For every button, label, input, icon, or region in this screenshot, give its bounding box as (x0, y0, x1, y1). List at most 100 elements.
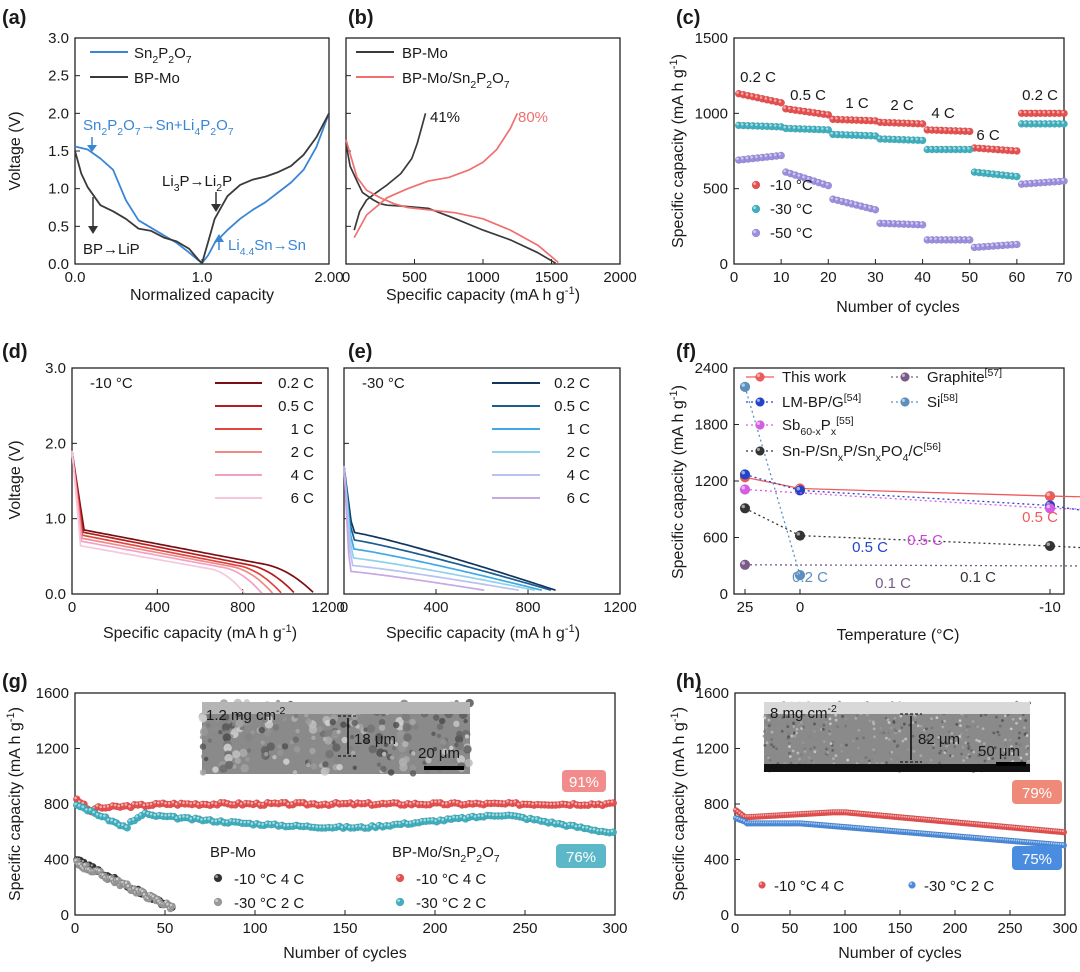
panel-h-inset-grain (872, 722, 876, 726)
panel-h-inset-grain (993, 746, 997, 750)
panel-h-inset-grain (799, 753, 803, 757)
panel-g-inset-grain (402, 723, 411, 732)
panel-g-point-m30-shine (311, 824, 315, 828)
panel-label-g: (g) (2, 671, 28, 693)
panel-g-point-m10-shine (218, 800, 221, 803)
panel-a-arrowhead-3 (88, 226, 98, 234)
panel-g-legend-marker-shine (397, 899, 400, 902)
panel-h-inset-grain (919, 754, 923, 758)
panel-g-inset-scale: 20 μm (418, 745, 460, 762)
panel-c-point-m10-shine (1000, 147, 1003, 150)
panel-g-point-m10-shine (365, 800, 369, 803)
panel-f-rate-this: 0.5 C (1022, 509, 1058, 526)
panel-c-point-m30-shine (773, 124, 777, 127)
panel-g-point-bp30-shine (74, 858, 77, 862)
panel-h-inset-grain (965, 728, 969, 732)
panel-h-point-m30-shine (738, 817, 741, 820)
panel-e-legend-label: 0.2 C (554, 375, 590, 392)
panel-c-point-m30-shine (858, 132, 862, 136)
panel-g-point-m30-shine (434, 819, 437, 822)
panel-c-point-m10-shine (882, 120, 885, 123)
panel-c-point-m10-shine (788, 106, 791, 110)
panel-h-inset-grain (770, 730, 774, 734)
panel-g-inset-grain (212, 766, 219, 773)
panel-c-point-m50-shine (962, 237, 965, 240)
panel-g-inset-grain (463, 718, 468, 724)
panel-c-point-m10 (777, 98, 785, 107)
panel-g-point-m30-shine (257, 822, 261, 826)
panel-f-point-si-shine (741, 383, 745, 387)
panel-h-badge-79 (1012, 780, 1062, 804)
panel-e-condition: -30 °C (362, 375, 405, 392)
panel-g-point-m30-shine (603, 829, 606, 833)
panel-h-inset-grain (767, 718, 771, 722)
panel-g-point-m10-shine (189, 802, 193, 805)
panel-h-inset-grain (997, 733, 1001, 737)
panel-c-point-m50-shine (797, 174, 800, 177)
panel-g-point-m10-shine (481, 802, 484, 805)
panel-g-point-m10-shine (398, 802, 401, 805)
panel-c-point-m30-shine (1000, 172, 1003, 176)
panel-c-point-m10-shine (877, 119, 881, 123)
panel-g-point-m10-shine (185, 801, 189, 804)
panel-g-point-m10-shine (571, 801, 574, 804)
panel-g-inset-grain (220, 712, 230, 722)
panel-c-point-m50-shine (924, 237, 928, 240)
panel-g-inset-grain (306, 762, 311, 768)
panel-b-xtick-label: 500 (402, 269, 427, 286)
panel-h-inset-grain (982, 742, 986, 746)
panel-g-point-m10-shine (470, 801, 473, 805)
panel-c-point-m50-shine (1052, 179, 1055, 182)
panel-g-point-m30-shine (545, 820, 549, 823)
panel-h-point-m30-shine (742, 819, 745, 822)
panel-g-point-m30-shine (301, 824, 304, 827)
panel-g-inset-grain (246, 748, 252, 753)
panel-h-inset-grain (844, 724, 848, 728)
panel-h-inset-grain (1014, 742, 1018, 746)
panel-g-point-m30-shine (574, 824, 578, 828)
panel-g-inset-grain (403, 733, 412, 742)
panel-g-point-m30-shine (556, 821, 560, 824)
panel-g-inset-grain (305, 718, 312, 725)
panel-c-point-m50-shine (1033, 180, 1036, 184)
panel-g-inset-grain (411, 751, 416, 756)
panel-g-inset-grain (316, 725, 323, 733)
panel-h-inset-grain (964, 715, 968, 719)
panel-g-point-m10-shine (167, 801, 171, 805)
panel-g-point-m30-shine (293, 822, 297, 826)
panel-h-inset-grain (991, 757, 995, 760)
panel-g-inset-grain (322, 761, 329, 768)
panel-g-point-m30-shine (524, 816, 527, 820)
panel-h-inset-grain (914, 721, 917, 724)
panel-c-point-m10-shine (745, 93, 749, 96)
panel-g-point-m30-shine (376, 822, 380, 826)
panel-g-point-m10-shine (268, 800, 272, 804)
panel-g-inset-grain (391, 745, 397, 751)
panel-g-inset-grain (381, 751, 387, 757)
panel-g-point-m10-shine (146, 803, 149, 806)
panel-g-point-m30-shine (430, 818, 434, 821)
panel-g-point-m30-shine (463, 816, 466, 819)
panel-g-inset-grain (440, 738, 447, 746)
panel-c-point-m10-shine (891, 120, 895, 123)
panel-g-point-m30-shine (211, 819, 214, 822)
panel-c-point-m50-shine (1023, 181, 1027, 184)
panel-h-inset-grain (911, 721, 915, 725)
panel-h-inset-grain (1010, 752, 1014, 755)
panel-g-point-m10-shine (409, 802, 412, 805)
panel-g-point-m30-shine (128, 819, 131, 822)
panel-g-point-m10-shine (250, 801, 254, 805)
panel-f-point-lm (739, 469, 751, 480)
panel-c-point-m50 (918, 220, 927, 229)
panel-h-inset-grain (998, 724, 1002, 728)
panel-c-point-m30-shine (830, 131, 833, 135)
panel-f-point-this-shine (1046, 492, 1050, 497)
panel-g-point-m30-shine (560, 822, 563, 825)
panel-g-point-m30-shine (196, 816, 200, 820)
panel-g-point-m30-shine (527, 815, 531, 819)
panel-g-point-m30-shine (279, 822, 282, 826)
panel-g-point-m10-shine (286, 802, 290, 806)
panel-g-point-m30-shine (585, 826, 588, 829)
panel-g-point-m30-shine (387, 823, 390, 827)
panel-h-inset-grain (797, 723, 800, 727)
